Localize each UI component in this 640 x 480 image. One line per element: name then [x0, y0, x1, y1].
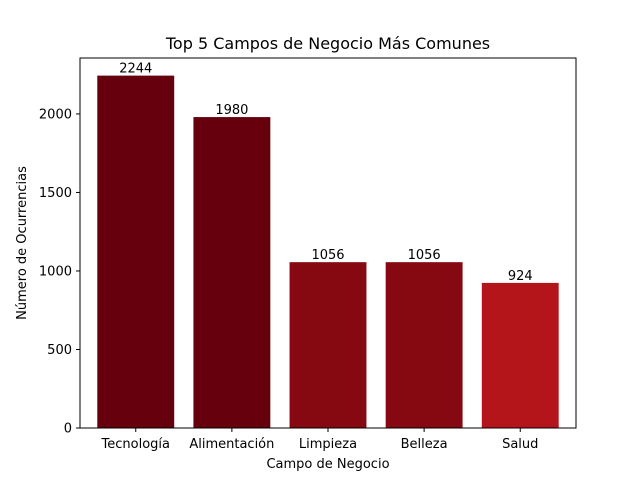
- bar-tecnología: [97, 75, 175, 429]
- bar-limpieza: [289, 262, 367, 428]
- bar-alimentación: [193, 117, 271, 428]
- x-tick-label: Belleza: [401, 437, 448, 452]
- bar-belleza: [385, 262, 463, 428]
- y-tick-label: 2000: [39, 107, 72, 122]
- y-tick-label: 1000: [39, 264, 72, 279]
- y-tick-label: 500: [47, 343, 72, 358]
- bar-value-label: 1056: [408, 248, 441, 263]
- axes-frame: [79, 57, 577, 429]
- plot-area: 2244 Tecnología 1980 Alimentación 1056 Limpie…: [39, 62, 559, 452]
- x-axis-label: Campo de Negocio: [266, 457, 389, 472]
- bar-salud: [481, 282, 559, 428]
- bar-value-label: 2244: [119, 62, 152, 77]
- x-tick-label: Alimentación: [189, 437, 274, 452]
- bar-value-label: 924: [508, 269, 533, 284]
- bar-value-label: 1056: [311, 248, 344, 263]
- y-tick-label: 0: [64, 422, 72, 437]
- x-tick-label: Salud: [502, 437, 538, 452]
- x-tick-label: Limpieza: [299, 437, 357, 452]
- y-axis-label: Número de Ocurrencias: [15, 166, 30, 320]
- bar-value-label: 1980: [215, 103, 248, 118]
- y-tick-label: 1500: [39, 186, 72, 201]
- chart-title: Top 5 Campos de Negocio Más Comunes: [165, 34, 490, 53]
- x-tick-label: Tecnología: [101, 437, 170, 452]
